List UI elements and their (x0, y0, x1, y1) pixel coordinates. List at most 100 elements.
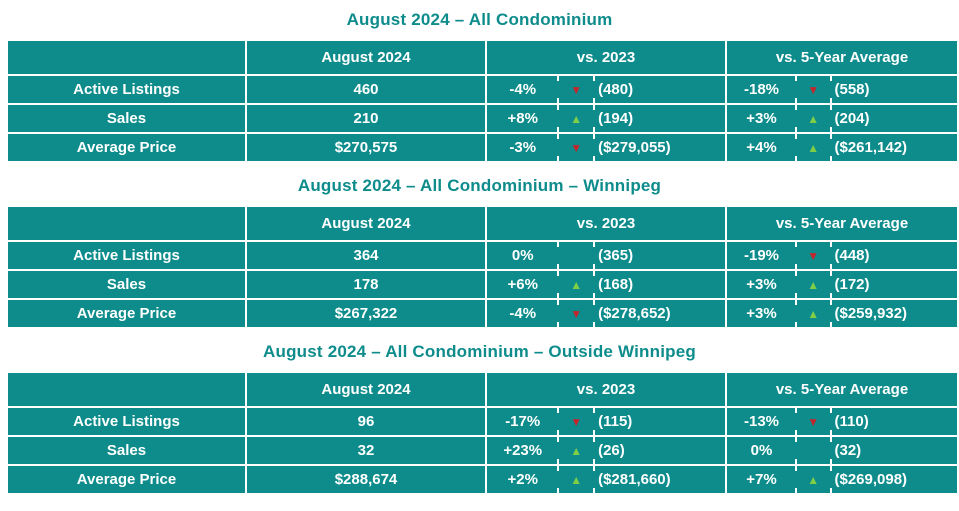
col-header-vs-2023: vs. 2023 (487, 373, 725, 406)
no-change-arrow (795, 437, 831, 464)
metric-label: Active Listings (8, 76, 245, 103)
reference-value: ($279,055) (593, 134, 725, 161)
pct-change: -17% (505, 413, 541, 430)
up-arrow-icon: ▲ (557, 466, 594, 493)
vs-5yr-cell: +3% ▲ ($259,932) (727, 300, 957, 327)
up-arrow-icon: ▲ (795, 271, 831, 298)
vs-5yr-cell: +4% ▲ ($261,142) (727, 134, 957, 161)
pct-change: +3% (746, 110, 777, 127)
metric-label: Sales (8, 105, 245, 132)
pct-change: -18% (743, 81, 780, 98)
pct-change: -19% (743, 247, 780, 264)
down-arrow-icon: ▼ (795, 76, 831, 103)
col-header-metric (8, 373, 245, 406)
pct-change: -3% (509, 139, 537, 156)
metric-label: Sales (8, 437, 245, 464)
table-title: August 2024 – All Condominium (346, 10, 613, 29)
vs-2023-cell: -4% ▼ (480) (487, 76, 725, 103)
col-header-vs-5-year-average: vs. 5-Year Average (727, 41, 957, 74)
pct-change: +7% (746, 471, 777, 488)
current-value: $288,674 (247, 466, 485, 493)
col-header-august-2024: August 2024 (247, 207, 485, 240)
pct-change: -4% (509, 305, 537, 322)
vs-5yr-cell: +7% ▲ ($269,098) (727, 466, 957, 493)
table-title: August 2024 – All Condominium – Outside … (263, 342, 696, 361)
current-value: 32 (247, 437, 485, 464)
vs-5yr-cell: -19% ▼ (448) (727, 242, 957, 269)
down-arrow-icon: ▼ (557, 76, 594, 103)
pct-change: +3% (746, 276, 777, 293)
current-value: 460 (247, 76, 485, 103)
metric-label: Active Listings (8, 242, 245, 269)
pct-change: +23% (503, 442, 543, 459)
col-header-vs-5-year-average: vs. 5-Year Average (727, 207, 957, 240)
no-change-arrow (557, 242, 594, 269)
stat-table: August 2024 vs. 2023 vs. 5-Year Average … (8, 373, 957, 493)
pct-change: +6% (507, 276, 538, 293)
vs-2023-cell: +23% ▲ (26) (487, 437, 725, 464)
reference-value: ($259,932) (829, 300, 958, 327)
metric-label: Sales (8, 271, 245, 298)
current-value: 96 (247, 408, 485, 435)
stat-table: August 2024 vs. 2023 vs. 5-Year Average … (8, 207, 957, 327)
vs-2023-cell: -17% ▼ (115) (487, 408, 725, 435)
vs-2023-cell: +8% ▲ (194) (487, 105, 725, 132)
table-title: August 2024 – All Condominium – Winnipeg (297, 176, 662, 195)
up-arrow-icon: ▲ (795, 105, 831, 132)
pct-change: -13% (743, 413, 780, 430)
metric-label: Average Price (8, 134, 245, 161)
metric-label: Active Listings (8, 408, 245, 435)
reference-value: (480) (593, 76, 725, 103)
current-value: 178 (247, 271, 485, 298)
reference-value: (110) (829, 408, 958, 435)
vs-5yr-cell: 0% (32) (727, 437, 957, 464)
up-arrow-icon: ▲ (557, 271, 594, 298)
up-arrow-icon: ▲ (557, 105, 594, 132)
up-arrow-icon: ▲ (557, 437, 594, 464)
reference-value: (168) (593, 271, 725, 298)
pct-change: 0% (511, 247, 534, 264)
col-header-vs-2023: vs. 2023 (487, 41, 725, 74)
vs-2023-cell: -3% ▼ ($279,055) (487, 134, 725, 161)
vs-2023-cell: +6% ▲ (168) (487, 271, 725, 298)
reference-value: (115) (593, 408, 725, 435)
col-header-august-2024: August 2024 (247, 41, 485, 74)
current-value: 210 (247, 105, 485, 132)
reference-value: (26) (593, 437, 725, 464)
stat-table: August 2024 vs. 2023 vs. 5-Year Average … (8, 41, 957, 161)
metric-label: Average Price (8, 466, 245, 493)
reference-value: (365) (593, 242, 725, 269)
vs-5yr-cell: +3% ▲ (204) (727, 105, 957, 132)
up-arrow-icon: ▲ (795, 300, 831, 327)
col-header-metric (8, 41, 245, 74)
reference-value: ($278,652) (593, 300, 725, 327)
pct-change: -4% (509, 81, 537, 98)
current-value: 364 (247, 242, 485, 269)
reference-value: (172) (829, 271, 958, 298)
up-arrow-icon: ▲ (795, 466, 831, 493)
reference-value: (32) (829, 437, 958, 464)
up-arrow-icon: ▲ (795, 134, 831, 161)
col-header-vs-2023: vs. 2023 (487, 207, 725, 240)
vs-2023-cell: 0% (365) (487, 242, 725, 269)
down-arrow-icon: ▼ (795, 242, 831, 269)
pct-change: +4% (746, 139, 777, 156)
pct-change: +3% (746, 305, 777, 322)
pct-change: +8% (507, 110, 538, 127)
col-header-august-2024: August 2024 (247, 373, 485, 406)
pct-change: 0% (750, 442, 773, 459)
vs-2023-cell: +2% ▲ ($281,660) (487, 466, 725, 493)
section-condominium-outside-winnipeg: August 2024 – All Condominium – Outside … (0, 342, 959, 493)
vs-2023-cell: -4% ▼ ($278,652) (487, 300, 725, 327)
reference-value: ($269,098) (829, 466, 958, 493)
vs-5yr-cell: -13% ▼ (110) (727, 408, 957, 435)
down-arrow-icon: ▼ (557, 300, 594, 327)
down-arrow-icon: ▼ (795, 408, 831, 435)
pct-change: +2% (507, 471, 538, 488)
reference-value: ($281,660) (593, 466, 725, 493)
vs-5yr-cell: +3% ▲ (172) (727, 271, 957, 298)
current-value: $270,575 (247, 134, 485, 161)
vs-5yr-cell: -18% ▼ (558) (727, 76, 957, 103)
reference-value: (558) (829, 76, 958, 103)
